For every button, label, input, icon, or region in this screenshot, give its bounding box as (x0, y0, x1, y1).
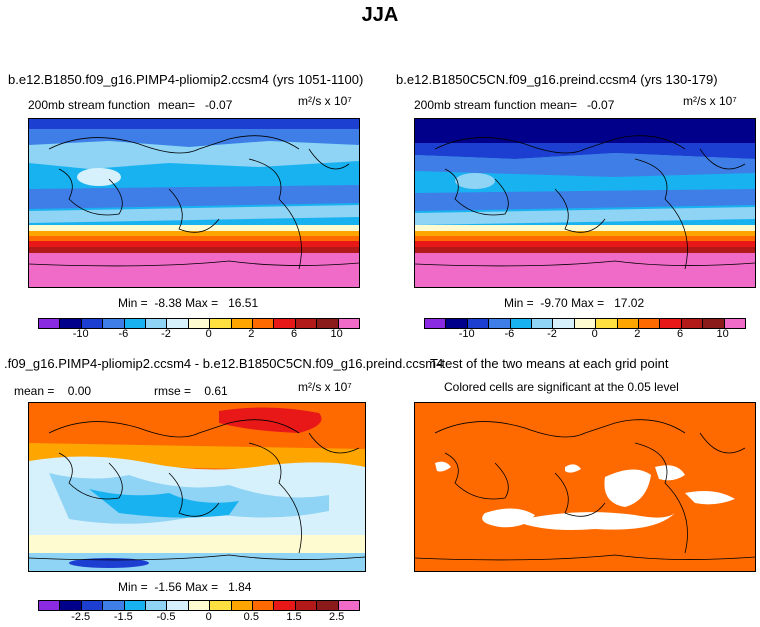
tl-minmax: Min = -8.38 Max = 16.51 (118, 296, 259, 310)
colorbar-swatch (60, 319, 82, 328)
colorbar-swatch (639, 319, 661, 328)
colorbar-swatch (467, 319, 490, 328)
colorbar-swatch (39, 319, 61, 328)
tr-case-title: b.e12.B1850C5CN.f09_g16.preind.ccsm4 (yr… (396, 72, 718, 87)
colorbar-swatch (660, 319, 682, 328)
tr-minmax: Min = -9.70 Max = 17.02 (504, 296, 645, 310)
colorbar-swatch (489, 319, 511, 328)
tl-units: m²/s x 10⁷ (298, 94, 352, 108)
colorbar-swatch (188, 319, 211, 328)
colorbar-swatch (274, 319, 296, 328)
colorbar-swatch (146, 601, 168, 610)
bl-mean: mean = 0.00 (14, 384, 92, 398)
colorbar-swatch (103, 319, 125, 328)
colorbar-tick-label: 0 (591, 328, 598, 340)
colorbar-swatch (596, 319, 618, 328)
colorbar-swatch (574, 319, 597, 328)
tr-units: m²/s x 10⁷ (683, 94, 737, 108)
colorbar-swatch (60, 601, 82, 610)
bl-colorbar-ticks: -2.5 -1.5 -0.5 0 0.5 1.5 2.5 (38, 611, 358, 625)
tr-colorbar-ticks: -10 -6 -2 0 2 6 10 (424, 328, 744, 342)
tr-map (414, 118, 756, 288)
colorbar-swatch (338, 601, 360, 610)
colorbar-tick-label: -2.5 (71, 611, 91, 623)
colorbar-swatch (103, 601, 125, 610)
colorbar-tick-label: -0.5 (156, 611, 176, 623)
colorbar-tick-label: 10 (330, 328, 343, 340)
colorbar-swatch (167, 601, 189, 610)
bl-colorbar (38, 600, 360, 611)
colorbar-swatch (295, 319, 318, 328)
colorbar-swatch (724, 319, 746, 328)
colorbar-tick-label: 2 (248, 328, 255, 340)
colorbar-swatch (703, 319, 725, 328)
colorbar-tick-label: 6 (290, 328, 298, 340)
colorbar-tick-label: 1.5 (286, 611, 302, 623)
colorbar-swatch (553, 319, 575, 328)
colorbar-swatch (188, 601, 211, 610)
colorbar-swatch (210, 601, 232, 610)
tl-colorbar-ticks: -10 -6 -2 0 2 6 10 (38, 328, 358, 342)
colorbar-tick-label: 6 (676, 328, 684, 340)
colorbar-tick-label: -6 (504, 328, 515, 340)
tl-var-label: 200mb stream function (28, 98, 151, 112)
tr-mean: mean= -0.07 (540, 98, 615, 112)
colorbar-swatch (510, 319, 533, 328)
bl-units: m²/s x 10⁷ (298, 380, 352, 394)
colorbar-swatch (317, 319, 339, 328)
tl-mean: mean= -0.07 (158, 98, 233, 112)
bl-rmse: rmse = 0.61 (154, 384, 228, 398)
colorbar-tick-label: 2.5 (329, 611, 345, 623)
colorbar-swatch (39, 601, 61, 610)
colorbar-swatch (253, 601, 275, 610)
br-title: T-test of the two means at each grid poi… (430, 356, 669, 371)
colorbar-swatch (253, 319, 275, 328)
colorbar-swatch (231, 319, 254, 328)
colorbar-swatch (210, 319, 232, 328)
colorbar-swatch (532, 319, 554, 328)
colorbar-swatch (124, 601, 147, 610)
colorbar-swatch (425, 319, 447, 328)
colorbar-tick-label: 0.5 (243, 611, 259, 623)
colorbar-swatch (617, 319, 640, 328)
colorbar-swatch (231, 601, 254, 610)
colorbar-swatch (81, 319, 104, 328)
colorbar-swatch (295, 601, 318, 610)
colorbar-tick-label: 0 (205, 611, 212, 623)
colorbar-tick-label: -6 (118, 328, 129, 340)
tr-colorbar (424, 318, 746, 329)
bl-map (28, 402, 366, 572)
colorbar-swatch (317, 601, 339, 610)
colorbar-swatch (81, 601, 104, 610)
colorbar-tick-label: 0 (205, 328, 212, 340)
colorbar-tick-label: -10 (458, 328, 475, 340)
bl-case-title: .f09_g16.PIMP4-pliomip2.ccsm4 - b.e12.B1… (4, 356, 444, 371)
tl-map (28, 118, 360, 288)
colorbar-swatch (146, 319, 168, 328)
tl-case-title: b.e12.B1850.f09_g16.PIMP4-pliomip2.ccsm4… (8, 72, 364, 87)
colorbar-tick-label: -2 (161, 328, 171, 340)
br-map (414, 402, 756, 572)
colorbar-swatch (446, 319, 468, 328)
colorbar-tick-label: 10 (716, 328, 729, 340)
colorbar-swatch (274, 601, 296, 610)
colorbar-swatch (338, 319, 360, 328)
tr-var-label: 200mb stream function (414, 98, 537, 112)
colorbar-tick-label: -10 (72, 328, 89, 340)
colorbar-swatch (167, 319, 189, 328)
colorbar-tick-label: 2 (634, 328, 641, 340)
bl-minmax: Min = -1.56 Max = 1.84 (118, 580, 252, 594)
figure-title: JJA (361, 4, 399, 26)
colorbar-swatch (681, 319, 704, 328)
colorbar-tick-label: -2 (547, 328, 557, 340)
colorbar-tick-label: -1.5 (113, 611, 133, 623)
colorbar-swatch (124, 319, 147, 328)
tl-colorbar (38, 318, 360, 329)
br-subtitle: Colored cells are significant at the 0.0… (444, 380, 679, 394)
